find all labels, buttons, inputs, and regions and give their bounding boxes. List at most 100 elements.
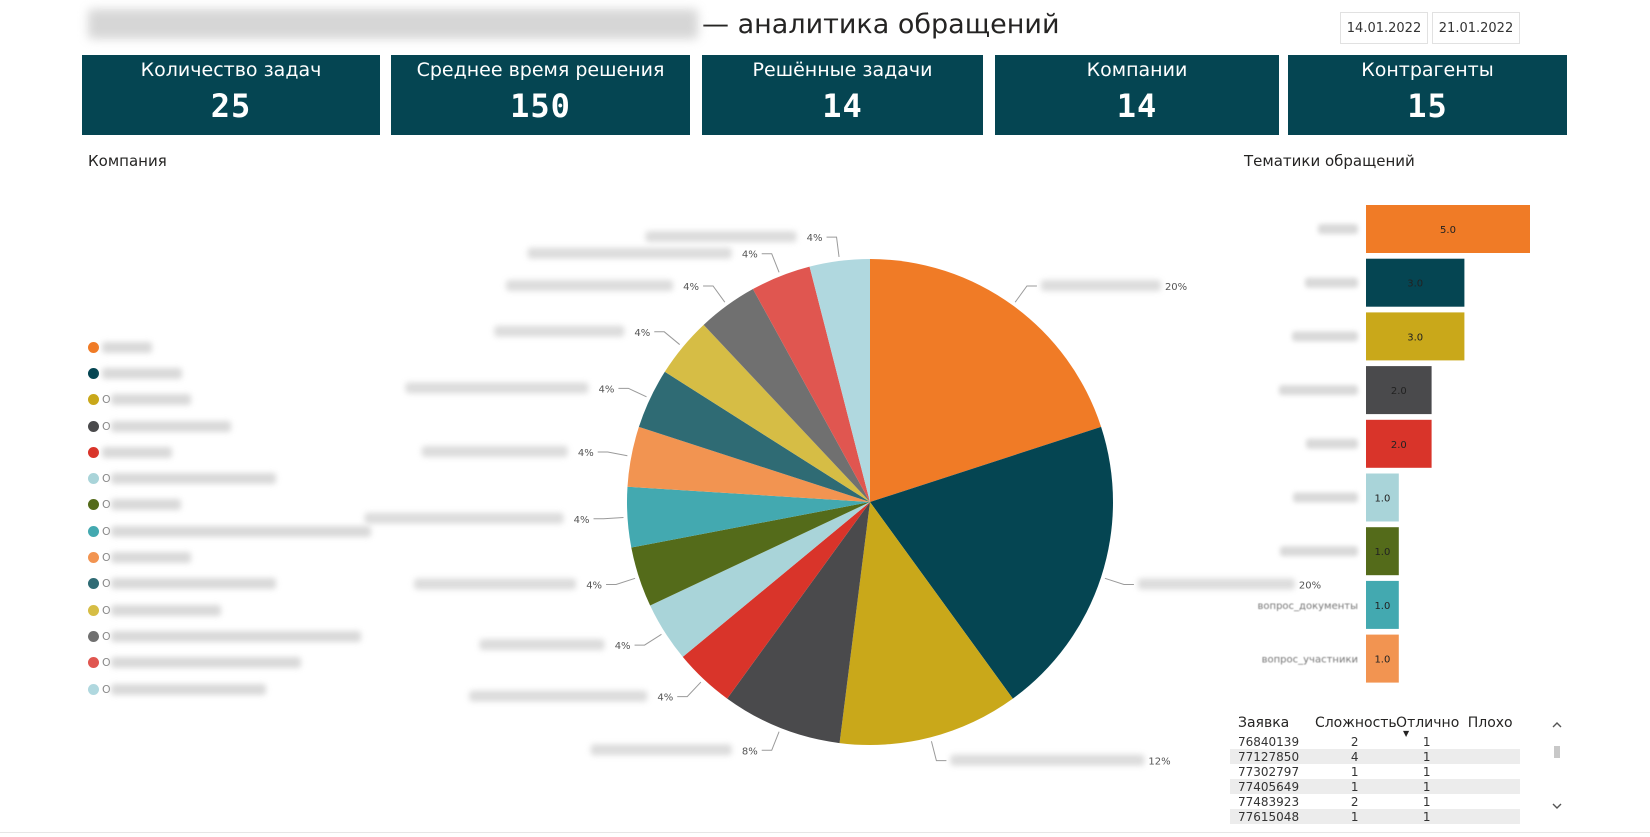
column-header-excellent[interactable]: Отлично ▼	[1395, 715, 1460, 738]
bar-value-label: 1.0	[1374, 601, 1390, 612]
bar[interactable]	[1366, 419, 1432, 468]
legend-item[interactable]: О	[88, 676, 371, 702]
pie-percent-label: 4%	[657, 693, 673, 704]
date-to-field[interactable]: 21.01.2022	[1432, 12, 1520, 44]
table-scrollbar[interactable]	[1550, 718, 1564, 814]
legend-dot-icon	[88, 657, 99, 669]
legend-item[interactable]: О	[88, 650, 371, 676]
table-row[interactable]: 77127850 4 1	[1230, 749, 1520, 764]
pie-slice[interactable]	[809, 259, 870, 502]
pie-percent-label: 4%	[742, 250, 758, 261]
bar-category-label: вопрос_документы	[1258, 601, 1358, 612]
legend-item[interactable]: О	[88, 597, 371, 623]
bar-value-label: 3.0	[1407, 332, 1423, 343]
legend-item[interactable]: О	[88, 518, 371, 544]
redacted-bar-category	[1305, 277, 1358, 288]
redacted-slice-name	[950, 754, 1145, 766]
redacted-legend-text	[110, 420, 231, 432]
complexity-cell: 4	[1350, 749, 1359, 764]
table-row[interactable]: 76840139 2 1	[1230, 734, 1520, 749]
pie-leader-line	[761, 253, 780, 273]
kpi-card-task-count: Количество задач 25	[82, 55, 380, 135]
pie-slice[interactable]	[627, 486, 870, 548]
pie-slice[interactable]	[839, 502, 1013, 745]
redacted-legend-text	[102, 341, 152, 353]
request-id-cell: 77483923	[1238, 794, 1300, 809]
pie-leader-line	[606, 577, 636, 586]
scroll-thumb	[1554, 746, 1560, 758]
redacted-legend-text	[110, 630, 361, 642]
pie-slice[interactable]	[631, 502, 870, 606]
pie-percent-label: 4%	[574, 515, 590, 526]
column-header-request[interactable]: Заявка	[1238, 715, 1290, 731]
pie-slice[interactable]	[682, 502, 870, 699]
pie-slice[interactable]	[870, 259, 1102, 502]
redacted-slice-name	[590, 744, 732, 756]
scroll-down-icon	[1552, 803, 1562, 809]
table-row[interactable]: 77405649 1 1	[1230, 779, 1520, 794]
bar[interactable]	[1366, 366, 1432, 415]
legend-item[interactable]	[88, 439, 371, 465]
table-row[interactable]: 77483923 2 1	[1230, 794, 1520, 809]
redacted-bar-category	[1279, 385, 1358, 396]
legend-dot-icon	[88, 341, 99, 353]
legend-item[interactable]	[88, 360, 371, 386]
column-header-bad[interactable]: Плохо	[1467, 715, 1513, 731]
pie-leader-line	[677, 681, 702, 698]
legend-dot-icon	[88, 525, 99, 537]
redacted-slice-name	[405, 382, 589, 394]
redacted-slice-name	[645, 231, 797, 243]
bar[interactable]	[1366, 527, 1399, 576]
redacted-bar-category	[1318, 224, 1358, 234]
legend-item[interactable]: О	[88, 413, 371, 439]
bar[interactable]	[1366, 258, 1465, 307]
kpi-label: Количество задач	[140, 59, 322, 81]
bar[interactable]	[1366, 205, 1530, 253]
pie-percent-label: 20%	[1165, 282, 1187, 293]
pie-slice[interactable]	[664, 324, 870, 502]
table-header: Заявка Сложность Отлично ▼ Плохо	[1230, 712, 1520, 738]
legend-item[interactable]: О	[88, 623, 371, 649]
legend-label: О	[102, 577, 111, 591]
pie-slice[interactable]	[650, 502, 870, 657]
pie-percent-label: 4%	[683, 282, 699, 293]
pie-slice[interactable]	[752, 266, 870, 502]
page-title: — аналитика обращений	[88, 4, 1060, 44]
pie-leader-line	[930, 741, 947, 762]
legend-dot-icon	[88, 552, 99, 564]
redacted-slice-name	[1040, 279, 1161, 291]
pie-slice[interactable]	[638, 371, 870, 502]
legend-item[interactable]: О	[88, 544, 371, 570]
bar-category-label: вопрос_участники	[1262, 655, 1358, 666]
pie-slice[interactable]	[870, 426, 1113, 699]
legend-item[interactable]: О	[88, 571, 371, 597]
date-from-field[interactable]: 14.01.2022	[1340, 12, 1428, 44]
request-id-cell: 77615048	[1238, 809, 1300, 824]
redacted-legend-text	[110, 499, 181, 511]
kpi-value: 150	[510, 87, 571, 125]
pie-slice[interactable]	[627, 426, 870, 502]
pie-percent-label: 4%	[586, 581, 602, 592]
pie-leader-line	[593, 517, 624, 520]
table-row[interactable]: 77615048 1 1	[1230, 809, 1520, 824]
pie-percent-label: 8%	[742, 746, 758, 757]
pie-slice[interactable]	[703, 289, 870, 502]
pie-leader-line	[634, 633, 662, 646]
redacted-legend-text	[110, 578, 276, 590]
legend-item[interactable]: О	[88, 465, 371, 491]
legend-item[interactable]: О	[88, 387, 371, 413]
bar[interactable]	[1366, 580, 1399, 629]
column-header-complexity[interactable]: Сложность	[1314, 715, 1397, 731]
legend-item[interactable]	[88, 334, 371, 360]
bar[interactable]	[1366, 312, 1465, 361]
kpi-value: 25	[210, 87, 252, 125]
legend-item[interactable]: О	[88, 492, 371, 518]
pie-slice[interactable]	[727, 502, 870, 744]
redacted-slice-name	[421, 445, 568, 457]
table-row[interactable]: 77302797 1 1	[1230, 764, 1520, 779]
sort-desc-icon: ▼	[1402, 729, 1410, 738]
bar[interactable]	[1366, 634, 1399, 683]
scroll-up-icon	[1552, 722, 1562, 728]
bar[interactable]	[1366, 473, 1399, 522]
